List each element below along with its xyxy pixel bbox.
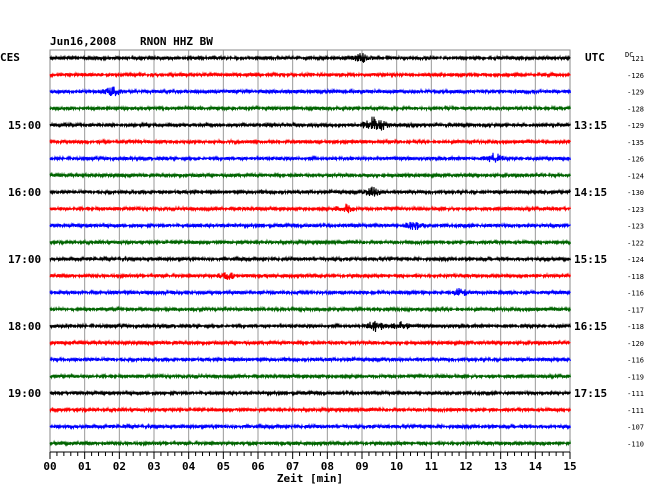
dc-offset-label: -124 — [627, 172, 644, 180]
x-tick-label: 12 — [459, 460, 472, 473]
dc-offset-label: -126 — [627, 156, 644, 164]
seismic-trace — [49, 320, 572, 333]
dc-offset-label: -118 — [627, 323, 644, 331]
seismic-trace — [49, 288, 571, 297]
x-axis: 00 01 02 03 04 05 06 07 08 09 10 11 12 13 14 15 — [43, 451, 577, 473]
dc-offset-label: -123 — [627, 223, 644, 231]
dc-offset-label: -124 — [627, 256, 644, 264]
right-time-label: 13:15 — [574, 119, 607, 132]
x-tick-label: 06 — [251, 460, 265, 473]
minute-grid — [49, 49, 571, 453]
right-time-label: 17:15 — [574, 387, 607, 400]
left-time-label: 17:00 — [8, 253, 41, 266]
x-tick-label: 14 — [529, 460, 543, 473]
seismic-trace — [49, 439, 572, 447]
x-tick-label: 11 — [425, 460, 439, 473]
x-tick-label: 03 — [147, 460, 160, 473]
seismic-trace — [49, 186, 572, 197]
seismic-trace — [49, 406, 572, 414]
left-time-label: 18:00 — [8, 320, 41, 333]
dc-offset-label: -110 — [627, 440, 644, 448]
dc-offset-label: -111 — [627, 390, 644, 398]
seismic-trace — [49, 339, 571, 347]
x-tick-label: 08 — [321, 460, 334, 473]
right-time-label: 14:15 — [574, 186, 607, 199]
x-tick-label: 09 — [355, 460, 368, 473]
left-timezone-label: CES — [0, 51, 20, 64]
dc-offset-label: -120 — [627, 340, 644, 348]
seismic-trace — [49, 71, 571, 79]
seismic-trace — [49, 138, 571, 146]
dc-offset-label: -116 — [627, 357, 644, 365]
left-time-label: 16:00 — [8, 186, 41, 199]
seismic-trace — [49, 116, 572, 131]
dc-offset-label: -123 — [627, 206, 644, 214]
dc-offset-label: -107 — [627, 424, 644, 432]
trace-group — [49, 53, 572, 447]
dc-offset-label: -128 — [627, 105, 644, 113]
chart-date: Jun16,2008 — [50, 35, 116, 48]
seismic-trace — [49, 203, 572, 214]
dc-offset-label: -119 — [627, 373, 644, 381]
left-time-labels: 15:00 16:00 17:00 18:00 19:00 — [8, 119, 41, 400]
chart-station: RNON HHZ BW — [140, 35, 213, 48]
x-tick-label: 10 — [390, 460, 403, 473]
x-tick-label: 02 — [113, 460, 126, 473]
x-tick-label: 01 — [78, 460, 92, 473]
x-tick-label: 13 — [494, 460, 507, 473]
dc-offset-label: -129 — [627, 122, 644, 130]
seismic-trace — [49, 422, 572, 431]
dc-offset-label: -116 — [627, 290, 644, 298]
right-time-label: 16:15 — [574, 320, 607, 333]
dc-offset-label: -130 — [627, 189, 644, 197]
right-time-label: 15:15 — [574, 253, 607, 266]
dc-offset-label: -129 — [627, 89, 644, 97]
x-tick-label: 05 — [217, 460, 230, 473]
x-tick-label: 04 — [182, 460, 196, 473]
dc-offset-label: -135 — [627, 139, 644, 147]
dc-offset-label: -122 — [627, 239, 644, 247]
dc-offset-label: 121 — [631, 55, 644, 63]
dc-offset-label: -126 — [627, 72, 644, 80]
x-tick-label: 00 — [43, 460, 56, 473]
seismic-trace — [49, 255, 572, 263]
seismic-trace — [49, 152, 572, 163]
dc-offset-label: -111 — [627, 407, 644, 415]
x-axis-title: Zeit [min] — [277, 472, 343, 485]
x-tick-label: 15 — [563, 460, 576, 473]
right-time-labels: 13:15 14:15 15:15 16:15 17:15 — [574, 119, 607, 400]
seismic-trace — [49, 221, 571, 231]
seismic-trace — [49, 238, 572, 246]
right-timezone-label: UTC — [585, 51, 605, 64]
dc-offset-label: -118 — [627, 273, 644, 281]
seismic-trace — [49, 372, 572, 380]
seismic-trace — [49, 104, 572, 112]
seismic-trace — [49, 86, 572, 97]
dc-label: DC — [625, 51, 633, 59]
seismic-trace — [49, 389, 572, 397]
left-time-label: 15:00 — [8, 119, 41, 132]
seismic-trace — [49, 171, 572, 179]
left-time-label: 19:00 — [8, 387, 41, 400]
dc-offset-label: -117 — [627, 306, 644, 314]
seismic-trace — [49, 272, 572, 280]
dc-offset-labels: 121 -126 -129 -128 -129 -135 -126 -124 -130 -123 -… — [627, 55, 644, 448]
seismic-trace — [49, 305, 572, 313]
x-tick-label: 07 — [286, 460, 299, 473]
seismic-trace — [49, 53, 571, 63]
seismic-trace — [49, 355, 572, 364]
